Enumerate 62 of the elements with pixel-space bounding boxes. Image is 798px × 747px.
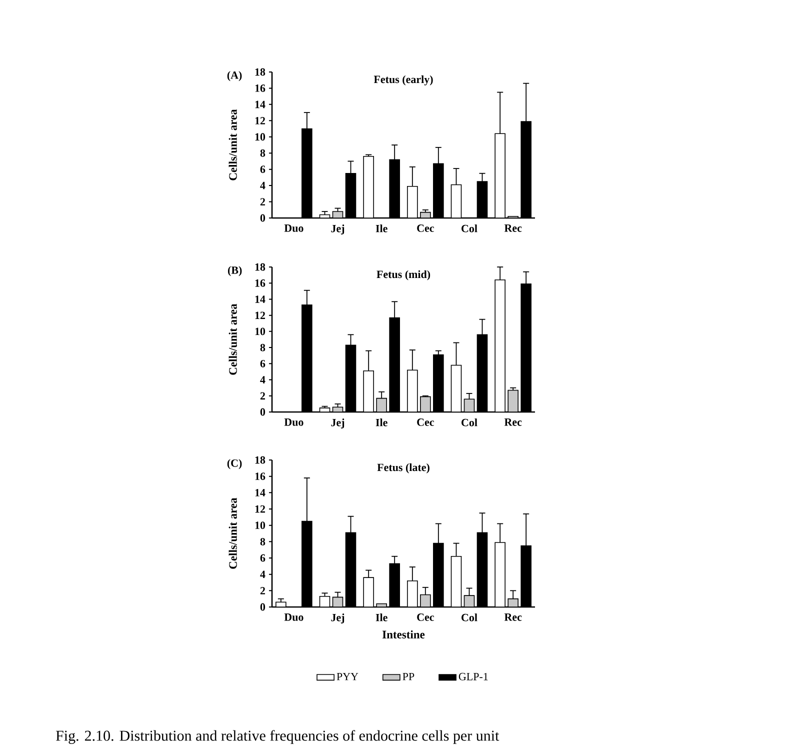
y-tick-label: 10 <box>255 328 266 336</box>
y-tick-label: 10 <box>255 133 266 141</box>
y-tick-label: 18 <box>255 263 266 271</box>
x-tick-label: Col <box>462 418 478 426</box>
y-tick-label: 18 <box>255 68 266 76</box>
x-tick-label: Rec <box>504 418 522 426</box>
y-tick-label: 14 <box>255 100 266 108</box>
y-axis-title: Cells/unit area <box>228 498 237 569</box>
x-tick-label: Duo <box>284 614 304 621</box>
y-tick-label: 0 <box>260 214 266 222</box>
x-tick-label: Jej <box>331 224 344 234</box>
y-tick-label: 4 <box>260 570 266 578</box>
x-tick-label: Duo <box>284 224 304 232</box>
y-tick-label: 6 <box>260 360 266 368</box>
y-tick-label: 6 <box>260 554 266 562</box>
legend-label: PYY <box>336 672 358 680</box>
y-axis-title: Cells/unit area <box>228 109 237 180</box>
chart-title: Fetus (mid) <box>376 270 430 280</box>
y-tick-label: 2 <box>260 587 265 594</box>
x-tick-label: Jej <box>331 614 344 624</box>
y-tick-label: 8 <box>260 538 266 546</box>
x-tick-label: Col <box>462 614 478 622</box>
x-tick-label: Ile <box>376 418 388 426</box>
y-tick-label: 12 <box>255 117 265 124</box>
y-tick-label: 14 <box>255 296 266 303</box>
x-tick-label: Rec <box>504 224 522 232</box>
y-tick-label: 16 <box>255 472 266 480</box>
x-tick-label: Ile <box>376 224 388 232</box>
x-tick-label: Col <box>462 224 478 232</box>
y-axis-title: Cells/unit area <box>228 304 237 375</box>
chart-title: Fetus (early) <box>374 75 433 86</box>
y-tick-label: 6 <box>260 166 266 174</box>
x-tick-label: Rec <box>504 614 522 621</box>
y-tick-label: 0 <box>260 408 266 416</box>
x-tick-label: Ile <box>376 614 388 622</box>
caption: Fig. 2.10. Distribution and relative frequencies of endocrine cells per unit <box>56 730 500 744</box>
y-tick-label: 10 <box>255 522 266 530</box>
y-tick-label: 4 <box>260 182 266 190</box>
x-axis-title: Intestine <box>382 630 425 638</box>
y-tick-label: 2 <box>260 198 265 206</box>
y-tick-label: 8 <box>260 344 266 352</box>
y-tick-label: 18 <box>255 456 266 464</box>
x-tick-label: Cec <box>417 614 434 621</box>
legend-label: PP <box>402 672 414 680</box>
legend-label: GLP-1 <box>458 672 488 680</box>
y-tick-label: 4 <box>260 376 266 384</box>
y-tick-label: 12 <box>255 312 265 319</box>
x-tick-label: Cec <box>417 418 434 426</box>
y-tick-label: 0 <box>260 603 266 611</box>
x-tick-label: Jej <box>331 418 344 428</box>
y-tick-label: 16 <box>255 84 266 92</box>
text: (C) <box>227 459 242 470</box>
text: (A) <box>227 71 242 82</box>
y-tick-label: 16 <box>255 279 266 287</box>
chart-title: Fetus (late) <box>377 463 430 474</box>
x-tick-label: Cec <box>417 224 434 232</box>
y-tick-label: 14 <box>255 489 266 496</box>
x-tick-label: Duo <box>284 418 304 426</box>
y-tick-label: 2 <box>260 392 265 400</box>
text: (B) <box>228 266 242 276</box>
y-tick-label: 8 <box>260 149 266 157</box>
y-tick-label: 12 <box>255 505 265 513</box>
